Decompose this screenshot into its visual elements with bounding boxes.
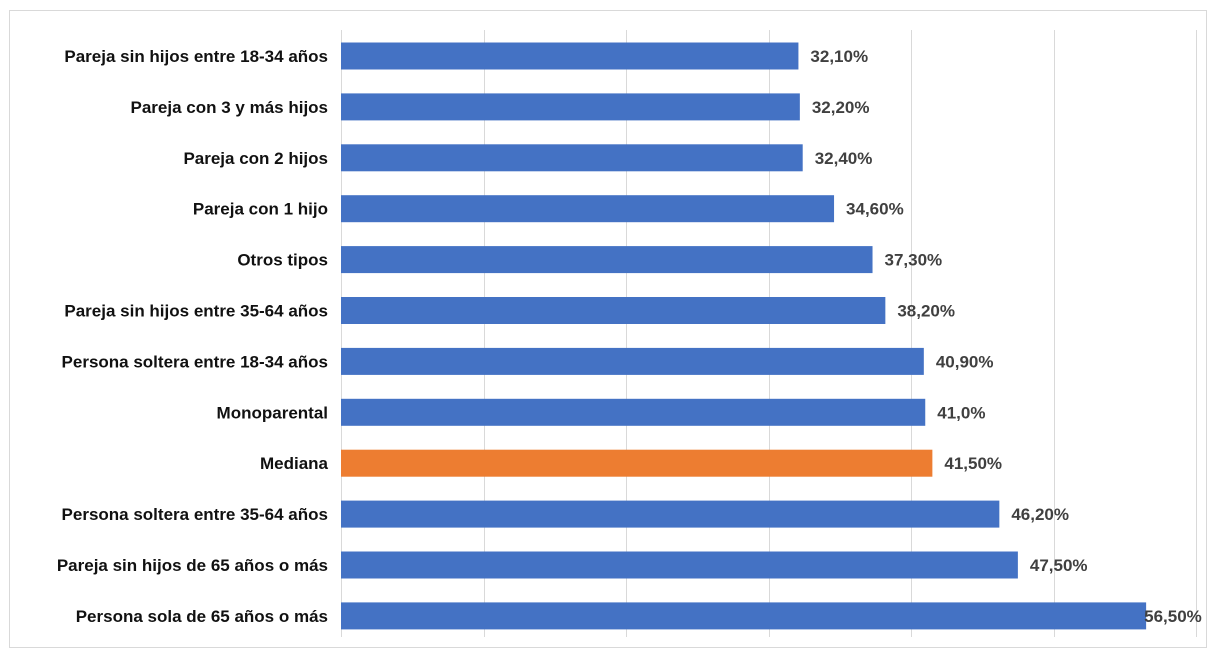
value-label: 56,50% (1144, 607, 1202, 626)
value-label: 47,50% (1030, 556, 1088, 575)
value-label: 40,90% (936, 352, 994, 371)
category-label: Persona sola de 65 años o más (76, 607, 328, 626)
value-label: 46,20% (1011, 505, 1069, 524)
grid-lines (341, 30, 1197, 637)
bar (341, 398, 926, 426)
bar (341, 500, 1000, 528)
bar (341, 602, 1147, 630)
category-label: Pareja con 2 hijos (183, 149, 328, 168)
category-label: Pareja sin hijos entre 18-34 años (64, 47, 328, 66)
value-labels: 32,10% 32,20% 32,40% 34,60% 37,30% 38,20% 40,9… (810, 47, 1201, 626)
bar (341, 347, 924, 375)
value-label: 38,20% (897, 302, 955, 321)
category-label: Monoparental (217, 403, 328, 422)
category-label: Persona soltera entre 18-34 años (62, 352, 328, 371)
category-label: Pareja con 1 hijo (193, 200, 328, 219)
bar (341, 93, 800, 121)
bar (341, 144, 803, 172)
value-label: 32,20% (812, 98, 870, 117)
category-label: Mediana (260, 454, 329, 473)
value-label: 41,50% (944, 454, 1002, 473)
bar (341, 195, 835, 223)
bar (341, 246, 873, 274)
value-label: 32,40% (815, 149, 873, 168)
category-label: Pareja sin hijos entre 35-64 años (64, 302, 328, 321)
bar (341, 551, 1018, 579)
category-labels: Pareja sin hijos entre 18-34 años Pareja … (57, 47, 329, 626)
bar (341, 297, 886, 324)
bar (341, 42, 799, 70)
value-label: 37,30% (885, 251, 943, 270)
value-label: 41,0% (937, 403, 985, 422)
bar (341, 449, 933, 477)
value-label: 32,10% (810, 47, 868, 66)
category-label: Pareja sin hijos de 65 años o más (57, 556, 328, 575)
category-label: Otros tipos (237, 251, 328, 270)
category-label: Persona soltera entre 35-64 años (62, 505, 328, 524)
category-label: Pareja con 3 y más hijos (131, 98, 328, 117)
value-label: 34,60% (846, 200, 904, 219)
bars (341, 42, 1147, 630)
